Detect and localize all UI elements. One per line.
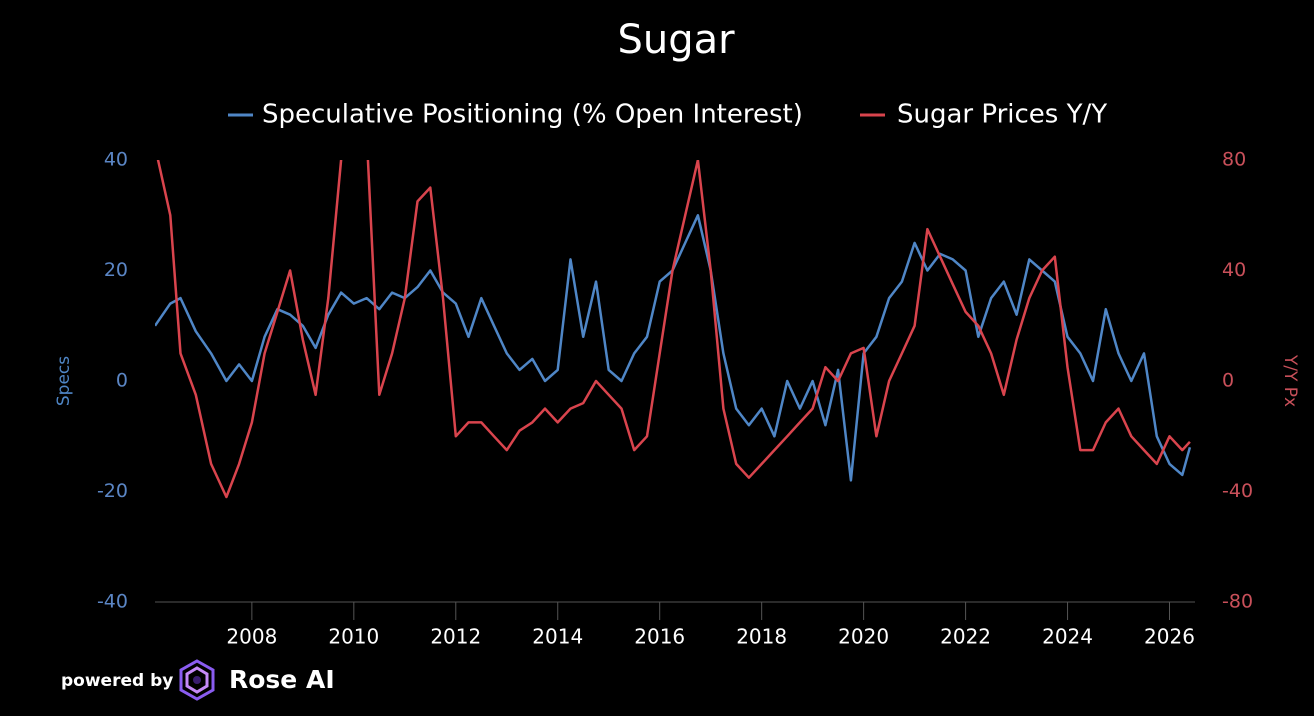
logo [179,659,215,701]
y-tick-label: -20 [97,480,128,502]
series-line [155,214,1192,482]
y2-tick-label: -80 [1222,591,1253,613]
y2-axis-label: Y/Y Px [1280,354,1300,407]
plot-area [155,160,1192,499]
chart-title: Sugar [617,17,735,63]
y-tick-label: 0 [116,370,128,392]
series-line [156,160,1191,499]
x-tick-label: 2014 [532,625,583,649]
legend-label: Speculative Positioning (% Open Interest… [262,100,803,130]
y2-tick-label: 40 [1222,259,1246,281]
x-tick-label: 2022 [940,625,991,649]
y2-tick-label: 80 [1222,149,1246,171]
x-tick-label: 2024 [1042,625,1093,649]
x-tick-label: 2012 [430,625,481,649]
legend-label: Sugar Prices Y/Y [897,100,1107,130]
x-tick-label: 2026 [1144,625,1195,649]
y-axis-label: Specs [54,356,74,406]
y-tick-label: 40 [104,149,128,171]
x-tick-label: 2010 [328,625,379,649]
y-tick-label: -40 [97,591,128,613]
footer-prefix: powered by [61,671,173,691]
x-tick-label: 2020 [838,625,889,649]
footer-brand: Rose AI [229,665,335,694]
y2-tick-label: -40 [1222,480,1253,502]
x-tick-label: 2016 [634,625,685,649]
x-tick-label: 2018 [736,625,787,649]
y2-tick-label: 0 [1222,370,1234,392]
y-tick-label: 20 [104,259,128,281]
x-tick-label: 2008 [226,625,277,649]
